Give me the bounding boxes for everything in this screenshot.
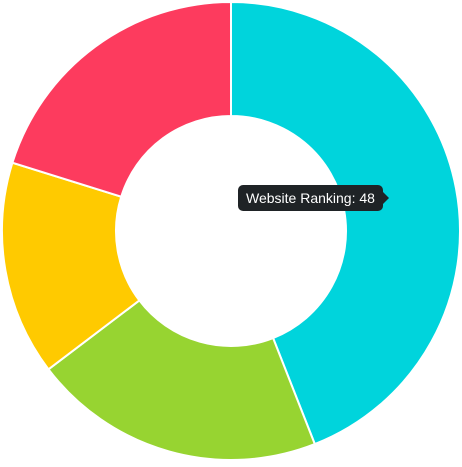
doughnut-slice-3[interactable] xyxy=(1,161,141,371)
chart-tooltip: Website Ranking: 48 xyxy=(238,185,389,211)
doughnut-slice-2[interactable] xyxy=(47,299,317,461)
tooltip-text: Website Ranking: 48 xyxy=(246,190,375,206)
doughnut-slice-4[interactable] xyxy=(11,0,232,198)
doughnut-slice-1[interactable] xyxy=(230,0,461,446)
